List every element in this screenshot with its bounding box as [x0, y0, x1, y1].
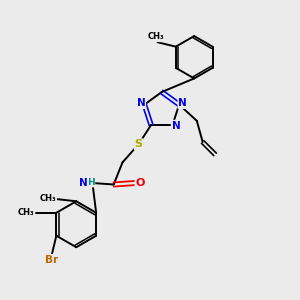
- Text: O: O: [136, 178, 145, 188]
- Text: CH₃: CH₃: [40, 194, 56, 203]
- Text: N: N: [136, 98, 145, 108]
- Text: H: H: [87, 178, 95, 187]
- Text: CH₃: CH₃: [18, 208, 34, 217]
- Text: N: N: [79, 178, 88, 188]
- Text: S: S: [135, 139, 143, 149]
- Text: Br: Br: [45, 255, 58, 265]
- Text: CH₃: CH₃: [148, 32, 164, 41]
- Text: N: N: [178, 98, 187, 108]
- Text: N: N: [172, 121, 180, 130]
